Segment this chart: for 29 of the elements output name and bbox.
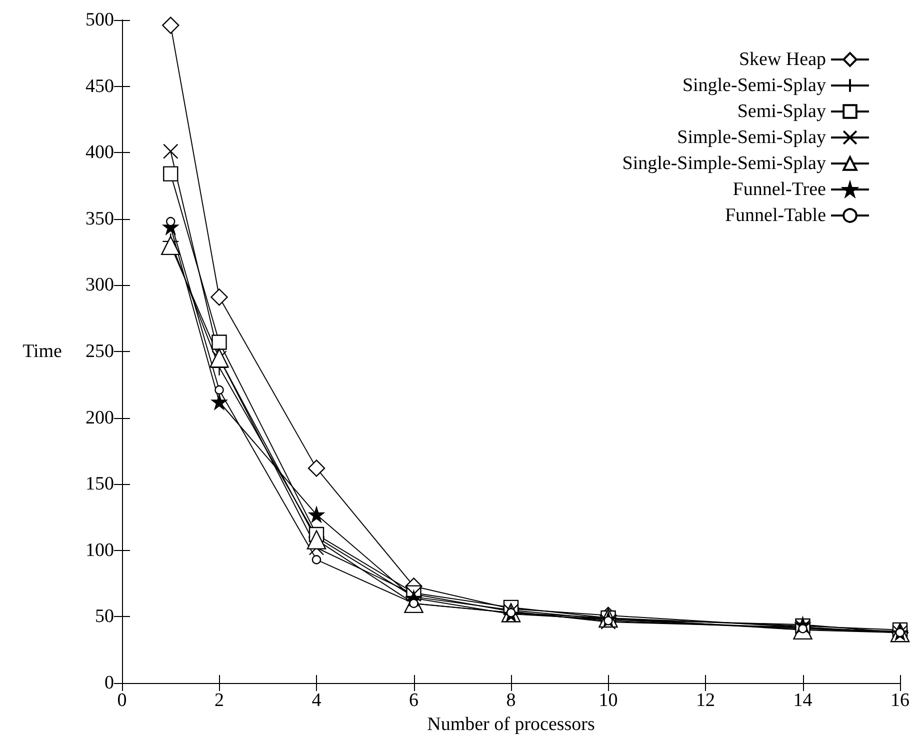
y-tick-label: 0: [104, 672, 114, 694]
y-tick-label: 500: [86, 10, 114, 30]
x-tick-label: 16: [890, 690, 910, 711]
y-tick-label: 250: [86, 341, 114, 362]
y-tick-label: 50: [95, 606, 114, 628]
y-tick-label: 450: [86, 76, 114, 97]
y-tick-label: 100: [86, 540, 114, 561]
x-tick-label: 0: [117, 690, 127, 711]
x-tick-label: 2: [214, 690, 224, 711]
y-tick-label: 300: [86, 274, 114, 296]
legend-label: Semi-Splay: [737, 101, 826, 122]
x-tick-label: 8: [506, 690, 516, 711]
x-tick-label: 10: [598, 690, 618, 711]
y-tick-label: 150: [86, 474, 114, 495]
legend-label: Single-Simple-Semi-Splay: [622, 153, 826, 174]
legend-label: Funnel-Tree: [732, 179, 826, 200]
x-tick-label: 14: [793, 690, 813, 711]
y-tick-label: 400: [86, 142, 114, 164]
legend-label: Funnel-Table: [724, 205, 826, 226]
legend-label: Simple-Semi-Splay: [677, 127, 826, 148]
y-axis-title: Time: [22, 341, 62, 362]
x-tick-label: 4: [312, 690, 322, 711]
y-tick-label: 350: [86, 208, 114, 230]
x-tick-label: 12: [696, 690, 715, 711]
legend-label: Single-Semi-Splay: [682, 75, 826, 96]
legend-label: Skew Heap: [738, 49, 826, 70]
x-axis-title: Number of processors: [427, 714, 595, 735]
y-tick-label: 200: [86, 407, 114, 428]
x-tick-label: 6: [409, 690, 418, 711]
